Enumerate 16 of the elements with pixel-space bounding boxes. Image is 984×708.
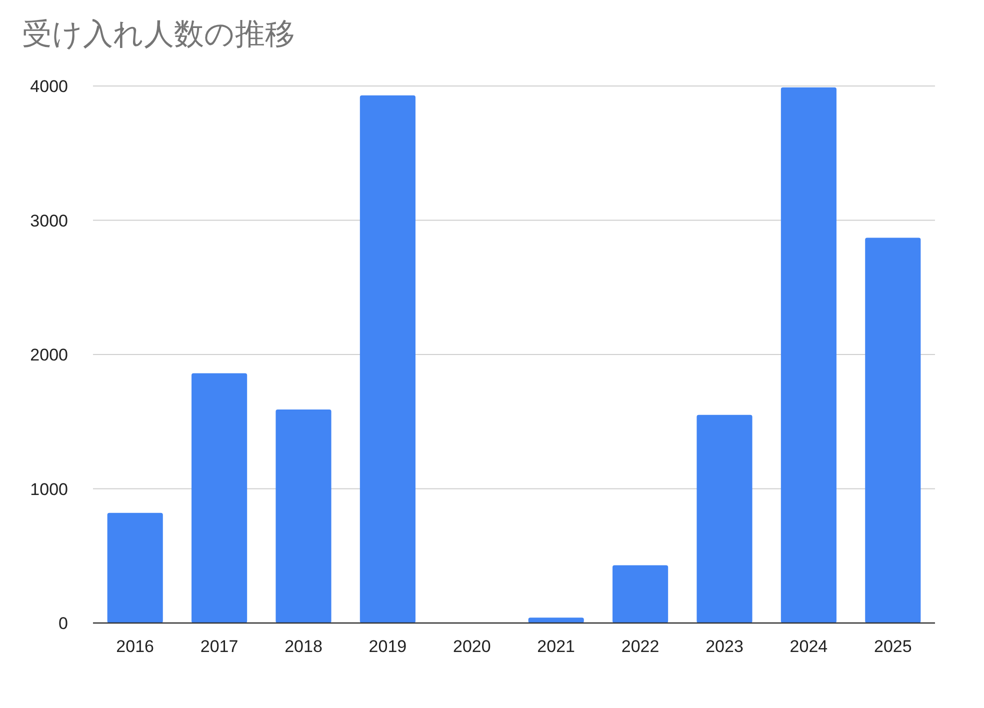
x-tick-label: 2018: [284, 637, 322, 656]
x-tick-label: 2021: [537, 637, 576, 656]
x-tick-label: 2020: [452, 637, 491, 656]
x-tick-label: 2019: [368, 637, 407, 656]
y-tick-label: 1000: [30, 480, 68, 499]
y-tick-label: 0: [58, 614, 68, 633]
x-tick-label: 2024: [790, 637, 828, 656]
x-tick-label: 2016: [116, 637, 154, 656]
y-tick-label: 4000: [30, 77, 68, 96]
x-tick-label: 2022: [621, 637, 660, 656]
title: 受け入れ人数の推移: [22, 18, 295, 51]
y-tick-label: 3000: [30, 211, 68, 230]
y-tick-label: 2000: [30, 346, 68, 364]
x-tick-label: 2017: [200, 637, 238, 656]
x-tick-label: 2025: [874, 637, 912, 656]
x-tick-label: 2023: [706, 637, 744, 656]
